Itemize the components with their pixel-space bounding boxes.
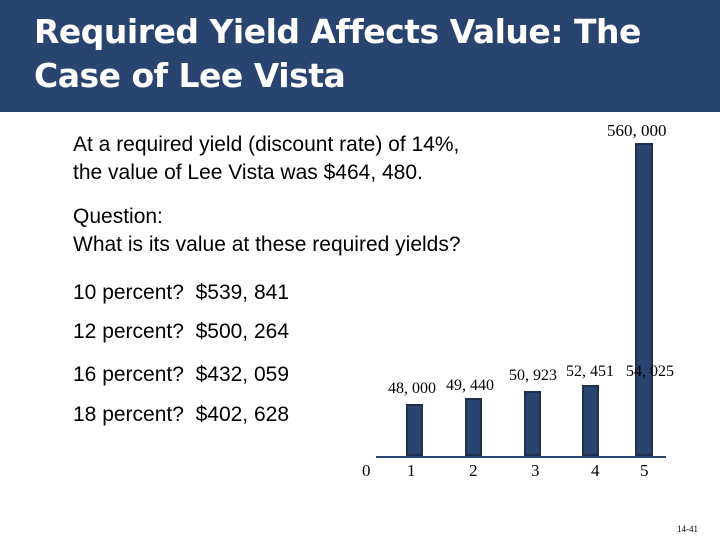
answer-value: $500, 264	[195, 320, 290, 343]
answer-16: 16 percent? $432, 059	[73, 361, 289, 389]
answer-10: 10 percent? $539, 841	[73, 279, 289, 307]
answer-18: 18 percent? $402, 628	[73, 401, 289, 429]
period-label-0: 0	[362, 461, 371, 480]
period-label-5: 5	[640, 461, 649, 480]
period-label-4: 4	[591, 461, 600, 480]
amount-label-2: 49, 440	[446, 377, 494, 394]
cash-flow-bar-1	[406, 404, 423, 456]
intro-line-2: the value of Lee Vista was $464, 480.	[73, 161, 423, 184]
cash-flow-bar-2	[465, 398, 482, 456]
answer-label: 18 percent?	[73, 403, 184, 426]
amount-label-3: 50, 923	[509, 367, 557, 384]
intro-line-1: At a required yield (discount rate) of 1…	[73, 133, 460, 156]
answer-12: 12 percent? $500, 264	[73, 318, 289, 346]
answer-value: $432, 059	[195, 363, 290, 386]
answer-label: 10 percent?	[73, 281, 184, 304]
slide-title: Required Yield Affects Value: The Case o…	[34, 12, 641, 95]
period-label-2: 2	[469, 461, 478, 480]
answer-value: $402, 628	[195, 403, 290, 426]
page-number: 14-41	[677, 524, 698, 534]
cash-flow-bar-4	[582, 385, 599, 456]
answer-label: 16 percent?	[73, 363, 184, 386]
period-label-1: 1	[407, 461, 416, 480]
question-text: What is its value at these required yiel…	[73, 233, 461, 256]
amount-annotation-5: 54, 025	[626, 363, 674, 380]
answer-value: $539, 841	[195, 281, 290, 304]
cash-flow-bar-5	[635, 143, 653, 456]
cash-flow-bar-3	[524, 391, 541, 456]
period-label-3: 3	[531, 461, 540, 480]
title-bar: Required Yield Affects Value: The Case o…	[0, 0, 720, 112]
amount-label-4: 52, 451	[566, 363, 614, 380]
amount-label-5: 560, 000	[607, 121, 667, 140]
amount-label-1: 48, 000	[388, 380, 436, 397]
answer-label: 12 percent?	[73, 320, 184, 343]
time-axis	[376, 456, 666, 458]
question-heading: Question:	[73, 205, 163, 228]
